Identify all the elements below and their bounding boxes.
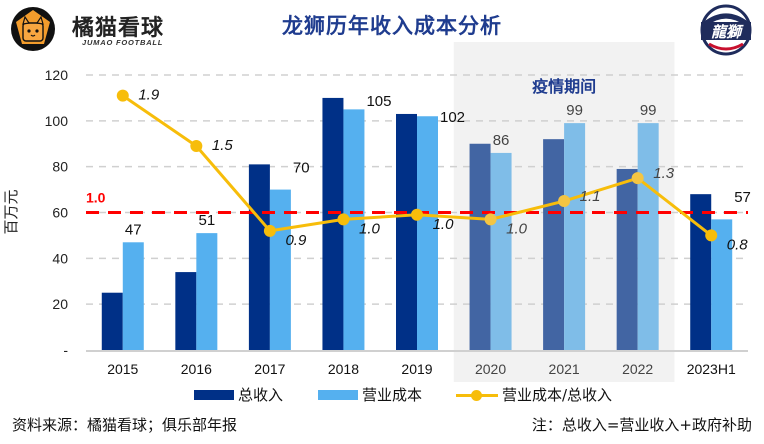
data-label-cost-ratio: 1.0	[359, 220, 381, 237]
legend-label: 总收入	[238, 386, 284, 404]
bar-total-revenue	[322, 97, 344, 351]
bar-total-revenue	[690, 194, 712, 350]
data-label-cost-ratio: 0.9	[285, 232, 307, 249]
data-label-operating-cost: 57	[734, 189, 751, 206]
y-tick-label: 60	[52, 205, 68, 221]
formula-note: 注：总收入=营业收入+政府补助	[531, 416, 752, 434]
data-label-cost-ratio: 1.0	[433, 216, 455, 233]
cost-ratio-point	[558, 195, 571, 208]
x-tick-label: 2023H1	[687, 361, 736, 377]
data-label-cost-ratio: 1.1	[580, 188, 601, 205]
bar-operating-cost	[564, 123, 586, 350]
data-label-operating-cost: 102	[440, 109, 465, 126]
legend-label: 营业成本/总收入	[502, 386, 613, 404]
data-label-cost-ratio: 1.5	[212, 137, 234, 154]
y-tick-label: 120	[45, 67, 69, 83]
source-note: 资料来源：橘猫看球；俱乐部年报	[12, 416, 238, 434]
data-label-cost-ratio: 1.9	[138, 87, 160, 104]
cost-ratio-point	[411, 208, 423, 221]
y-tick-label: 40	[52, 250, 68, 266]
y-tick-label: 80	[52, 159, 68, 175]
bar-operating-cost	[122, 242, 144, 350]
legend-item-operating-cost: 营业成本	[318, 384, 422, 405]
legend-swatch-operating-cost	[318, 389, 358, 400]
data-label-cost-ratio: 1.3	[653, 165, 675, 182]
x-tick-label: 2016	[181, 361, 212, 377]
x-tick-label: 2017	[254, 361, 285, 377]
data-label-operating-cost: 86	[493, 132, 510, 149]
data-label-operating-cost: 105	[366, 93, 391, 110]
cost-ratio-point	[484, 213, 497, 226]
x-tick-label: 2021	[549, 361, 580, 377]
bar-total-revenue	[469, 143, 491, 350]
y-tick-label: -	[63, 342, 68, 358]
bar-operating-cost	[417, 116, 438, 350]
brand-subtitle: JUMAO FOOTBALL	[82, 38, 164, 47]
cat-football-logo-icon	[10, 6, 56, 52]
legend: 总收入 营业成本 营业成本/总收入	[0, 384, 764, 408]
y-tick-label: 100	[45, 113, 69, 129]
brand-name: 橘猫看球	[72, 16, 165, 41]
y-tick-label: 20	[52, 296, 68, 312]
legend-label: 营业成本	[362, 386, 423, 404]
data-label-operating-cost: 47	[125, 221, 142, 238]
data-label-cost-ratio: 0.8	[727, 236, 749, 253]
cost-ratio-point	[263, 224, 276, 237]
long-lions-team-logo-icon: 龍獅	[697, 4, 755, 56]
data-label-operating-cost: 70	[293, 159, 310, 176]
x-tick-label: 2018	[328, 361, 359, 377]
bar-total-revenue	[248, 164, 270, 350]
bar-total-revenue	[616, 168, 638, 350]
y-axis-title: 百万元	[3, 189, 20, 234]
bar-total-revenue	[396, 113, 417, 350]
x-tick-label: 2015	[107, 361, 138, 377]
data-label-operating-cost: 99	[640, 102, 657, 119]
cost-ratio-point	[116, 89, 129, 102]
bar-total-revenue	[175, 272, 197, 350]
bar-operating-cost	[637, 123, 659, 350]
cost-ratio-point	[631, 172, 644, 185]
data-label-operating-cost: 51	[198, 212, 215, 229]
bar-operating-cost	[343, 109, 365, 350]
data-label-operating-cost: 99	[566, 102, 583, 119]
x-tick-label: 2022	[622, 361, 653, 377]
bar-total-revenue	[543, 139, 565, 350]
chart-plot-area: 疫情期间 1.0 47 51 70 105 102 86 99 99 57 1.9 1.5 0.9 1.…	[3, 42, 751, 382]
data-label-cost-ratio: 1.0	[506, 220, 528, 237]
legend-swatch-cost-ratio	[456, 389, 498, 401]
cost-ratio-point	[705, 229, 718, 242]
bar-operating-cost	[490, 152, 512, 350]
legend-swatch-total-revenue	[194, 389, 234, 400]
cost-ratio-point	[337, 213, 350, 226]
reference-line-label: 1.0	[86, 190, 106, 206]
x-tick-label: 2019	[401, 361, 432, 377]
pandemic-period-label: 疫情期间	[532, 77, 596, 96]
legend-item-total-revenue: 总收入	[194, 384, 283, 405]
cost-ratio-point	[190, 140, 203, 153]
svg-text:龍獅: 龍獅	[711, 23, 744, 41]
bar-total-revenue	[101, 292, 123, 350]
legend-item-cost-ratio: 营业成本/总收入	[456, 384, 612, 405]
bar-operating-cost	[196, 233, 218, 350]
chart-title: 龙狮历年收入成本分析	[282, 14, 502, 38]
x-tick-label: 2020	[475, 361, 506, 377]
bar-operating-cost	[711, 219, 733, 350]
